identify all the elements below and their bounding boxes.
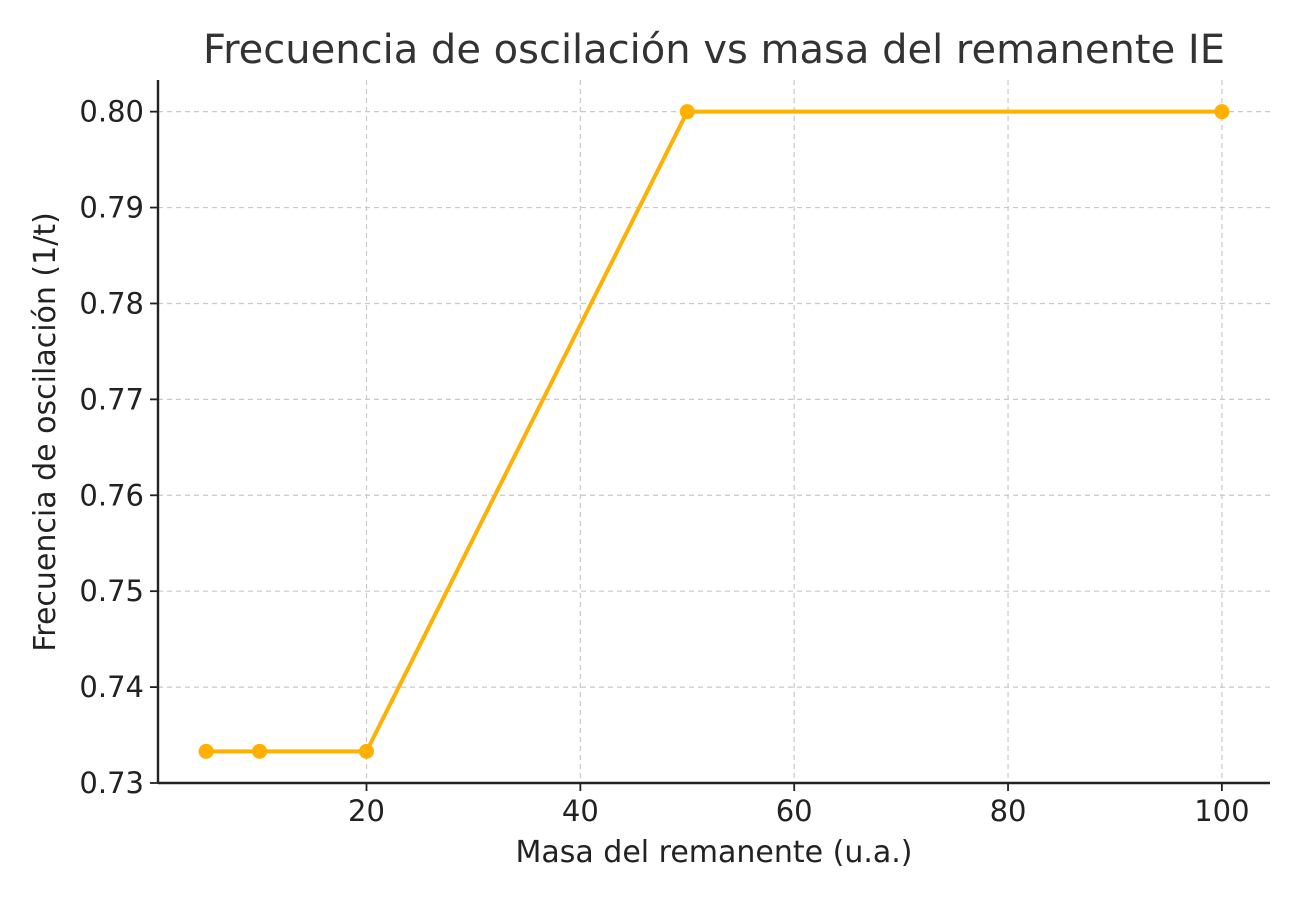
y-tick-label: 0.76 (79, 478, 144, 512)
y-tick-label: 0.79 (79, 191, 144, 225)
grid (158, 80, 1270, 783)
data-point (359, 743, 374, 759)
axes (156, 80, 1270, 785)
ticks: 20 40 60 80 100 0.73 0.74 0.75 0.76 0.77 0.78 0.79 0… (79, 95, 1249, 828)
x-tick-label: 80 (990, 794, 1027, 828)
data-point (198, 743, 214, 759)
y-tick-label: 0.78 (79, 286, 144, 320)
x-axis-label: Masa del remanente (u.a.) (515, 835, 912, 870)
y-tick-label: 0.80 (79, 95, 144, 129)
data-point (1214, 104, 1230, 120)
x-tick-label: 100 (1194, 794, 1249, 828)
x-tick-label: 60 (776, 794, 813, 828)
x-tick-label: 40 (562, 794, 599, 828)
y-tick-label: 0.74 (79, 670, 144, 704)
data-point (252, 743, 268, 759)
y-tick-label: 0.73 (79, 766, 144, 800)
series (198, 104, 1230, 759)
y-axis-label: Frecuencia de oscilación (1/t) (28, 212, 63, 652)
x-tick-label: 20 (348, 794, 385, 828)
chart-title: Frecuencia de oscilación vs masa del rem… (203, 27, 1225, 73)
data-point (679, 104, 695, 120)
y-tick-label: 0.77 (79, 382, 144, 416)
y-tick-label: 0.75 (79, 574, 144, 608)
